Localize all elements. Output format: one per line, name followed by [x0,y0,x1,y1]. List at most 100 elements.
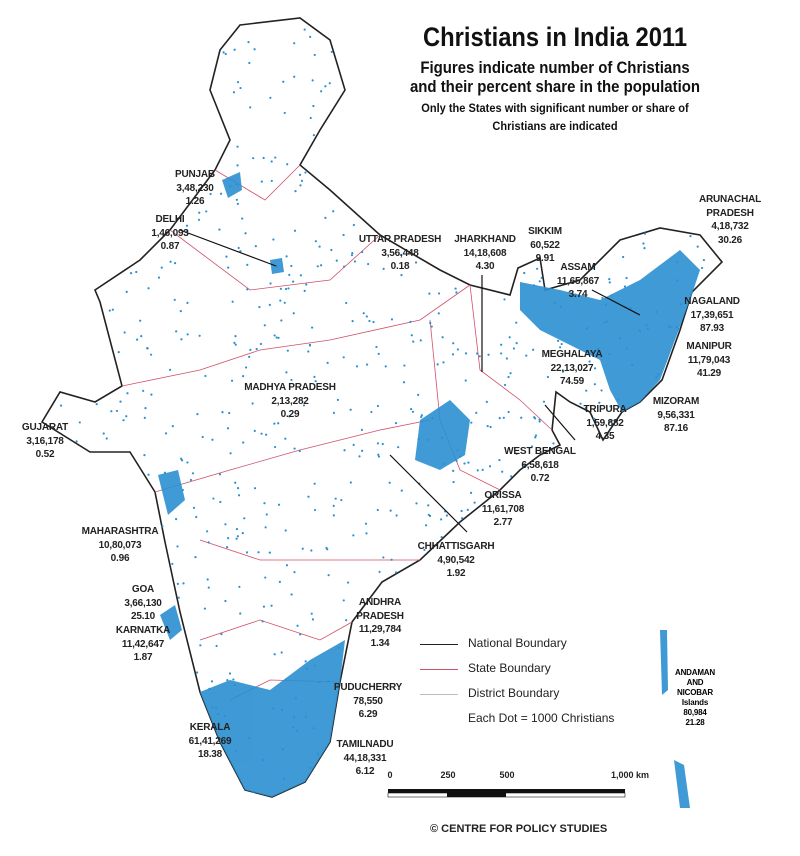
christian-dot [452,342,455,345]
christian-share: 21.28 [685,718,705,727]
christian-dot [588,360,591,363]
christian-dot [377,453,380,456]
christian-dot [274,156,277,159]
christian-dot [417,438,420,441]
christian-dot [313,53,316,57]
christian-dot [523,463,526,466]
christian-dot [440,436,444,439]
christian-count: 78,550 [353,695,383,707]
christian-dot [282,80,285,83]
christian-dot [117,351,120,354]
state-name: KERALA [189,722,231,733]
christian-dot [428,292,431,295]
christian-dot [394,571,398,574]
christian-dot [402,381,406,384]
christian-dot [287,287,290,290]
map-note: Only the States with significant number … [348,99,762,135]
christian-dot [623,285,626,288]
christian-dot [400,489,403,492]
state-label-kerala: KERALA 61,41,269 18.38 [189,721,232,762]
christian-dot [126,392,129,395]
christian-dot [515,321,518,324]
christian-dot [365,532,368,535]
christian-count: 9,56,331 [657,409,695,421]
christian-dot [220,633,223,636]
christian-dot [485,400,488,404]
christian-dot [455,459,458,462]
state-label-arunachal-pradesh: ARUNACHAL PRADESH 4,18,732 30.26 [695,193,765,247]
christian-dot [313,664,316,667]
christian-dot [655,310,658,313]
christian-dot [604,303,608,306]
christian-dot [318,681,321,684]
christian-dot [186,333,189,336]
christian-dot [313,508,317,512]
christian-dot [395,514,398,517]
christian-dot [227,537,230,540]
christian-dot [365,315,368,318]
christian-dot [334,497,337,500]
christian-dot [232,91,236,94]
christian-dot [365,363,369,366]
christian-dot [252,790,255,793]
christian-dot [351,320,354,323]
christian-dot [376,508,379,512]
christian-dot [270,604,273,607]
christian-dot [312,727,315,730]
christian-dot [207,586,210,589]
christian-dot [280,319,283,322]
christian-dot [328,82,331,85]
nicobar-islands [674,760,690,808]
christian-dot [299,633,302,636]
christian-dot [318,245,321,248]
christian-dot [608,353,611,356]
state-label-gujarat: GUJARAT 3,16,178 0.52 [22,421,68,462]
christian-dot [268,551,271,554]
christian-dot [456,348,460,351]
christian-dot [293,571,296,574]
christian-dot [228,411,231,415]
state-label-maharashtra: MAHARASHTRA 10,80,073 0.96 [82,525,159,566]
christian-dot [676,279,679,282]
christian-dot [459,455,462,458]
christian-dot [463,462,466,465]
christian-dot [239,250,242,253]
christian-count: 3,56,448 [381,247,419,259]
christian-dot [562,370,565,373]
christian-dot [305,667,309,670]
christian-dot [536,267,539,270]
christian-dot [470,421,473,424]
christian-share: 3.74 [568,289,588,300]
christian-dot [273,334,276,337]
christian-dot [270,160,273,163]
christian-dot [560,342,563,346]
state-label-chhattisgarh: CHHATTISGARH 4,90,542 1.92 [418,540,495,581]
state-label-jharkhand: JHARKHAND 14,18,608 4.30 [454,233,516,274]
state-name: CHHATTISGARH [417,541,495,552]
christian-dot [296,624,299,627]
christian-dot [608,281,611,284]
christian-dot [377,352,380,355]
christian-dot [260,432,263,435]
christian-dot [168,368,172,371]
christian-dot [95,403,98,406]
christian-dot [235,527,239,531]
christian-dot [346,581,350,584]
christian-dot [225,255,228,258]
christian-dot [475,411,478,414]
christian-dot [466,508,469,511]
christian-dot [284,529,287,532]
christian-dot [244,232,247,235]
christian-dot [282,777,285,781]
christian-dot [324,85,327,88]
christian-dot [700,266,704,270]
christian-dot [593,417,596,420]
christian-dot [593,383,596,386]
christian-dot [244,366,248,369]
christian-dot [311,326,314,329]
christian-dot [146,347,149,350]
national-boundary [40,17,724,798]
christian-dot [500,343,503,346]
christian-dot [608,278,611,281]
christian-share: 1.87 [133,652,153,663]
